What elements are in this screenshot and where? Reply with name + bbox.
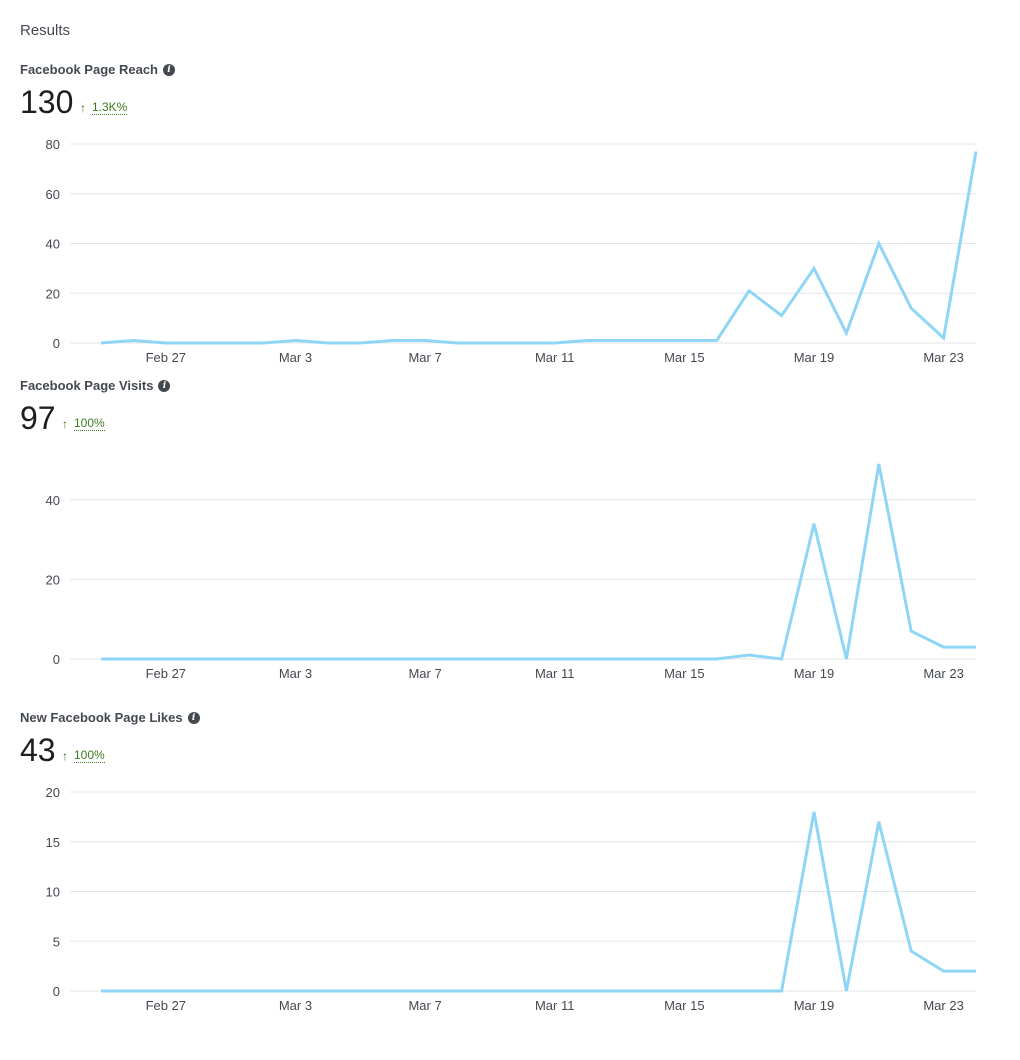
line-chart-visits: 0 20 40 Feb 27 Mar 3 Mar 7 Mar 11 Mar 15 Mar 19 M… [46,463,976,681]
x-tick-label: Mar 23 [923,350,963,365]
metric-title-label: Facebook Page Visits [20,378,154,393]
y-tick-label: 0 [53,336,60,351]
x-tick-label: Mar 3 [279,666,312,681]
x-tick-label: Feb 27 [146,666,186,681]
metric-change: ↑ 100% [62,748,105,763]
x-tick-label: Mar 19 [794,998,834,1013]
metric-value: 43 [20,732,56,768]
x-tick-label: Mar 3 [279,350,312,365]
metric-value: 97 [20,400,56,436]
series-line [101,811,976,993]
x-tick-label: Mar 7 [408,998,441,1013]
y-tick-label: 40 [46,237,60,252]
metric-title-label: New Facebook Page Likes [20,710,183,725]
metric-title: Facebook Page Visits i [20,378,171,393]
y-tick-label: 60 [46,187,60,202]
y-tick-label: 20 [46,286,60,301]
series-line [100,151,978,345]
y-tick-label: 80 [46,137,60,152]
arrow-up-icon: ↑ [62,416,68,431]
series-line [101,463,976,661]
x-tick-label: Mar 19 [794,666,834,681]
info-icon[interactable]: i [187,711,200,724]
change-percent[interactable]: 1.3K% [92,100,128,115]
line-chart-likes: 0 5 10 15 20 Feb 27 Mar 3 Mar 7 Mar 11 Mar 15 Mar … [46,785,976,1013]
x-tick-label: Mar 23 [923,998,963,1013]
x-tick-label: Feb 27 [146,998,186,1013]
y-tick-label: 10 [46,885,60,900]
y-tick-label: 0 [53,984,60,999]
x-tick-label: Feb 27 [146,350,186,365]
metric-title-label: Facebook Page Reach [20,62,158,77]
y-tick-label: 15 [46,835,60,850]
y-tick-label: 0 [53,652,60,667]
x-tick-label: Mar 23 [923,666,963,681]
arrow-up-icon: ↑ [62,748,68,763]
metric-title: New Facebook Page Likes i [20,710,200,725]
change-percent[interactable]: 100% [74,748,105,763]
x-tick-label: Mar 15 [664,350,704,365]
x-tick-label: Mar 11 [535,998,575,1013]
metric-change: ↑ 1.3K% [80,100,128,115]
x-tick-label: Mar 15 [664,998,704,1013]
info-icon[interactable]: i [158,379,171,392]
x-tick-label: Mar 7 [408,666,441,681]
y-tick-label: 5 [53,934,60,949]
x-tick-label: Mar 7 [408,350,441,365]
line-chart-reach: 0 20 40 60 80 Feb 27 Mar 3 Mar 7 Mar 11 Mar 15 Mar… [46,137,978,365]
metric-value: 130 [20,84,74,120]
x-tick-label: Mar 3 [279,998,312,1013]
arrow-up-icon: ↑ [80,100,86,115]
results-title: Results [20,22,71,39]
y-tick-label: 20 [46,572,60,587]
metric-title: Facebook Page Reach i [20,62,175,77]
metric-change: ↑ 100% [62,416,105,431]
y-tick-label: 40 [46,493,60,508]
info-icon[interactable]: i [163,63,175,76]
x-tick-label: Mar 15 [664,666,704,681]
x-tick-label: Mar 11 [535,666,575,681]
x-tick-label: Mar 19 [794,350,834,365]
y-tick-label: 20 [46,785,60,800]
x-tick-label: Mar 11 [535,350,575,365]
change-percent[interactable]: 100% [74,416,105,431]
